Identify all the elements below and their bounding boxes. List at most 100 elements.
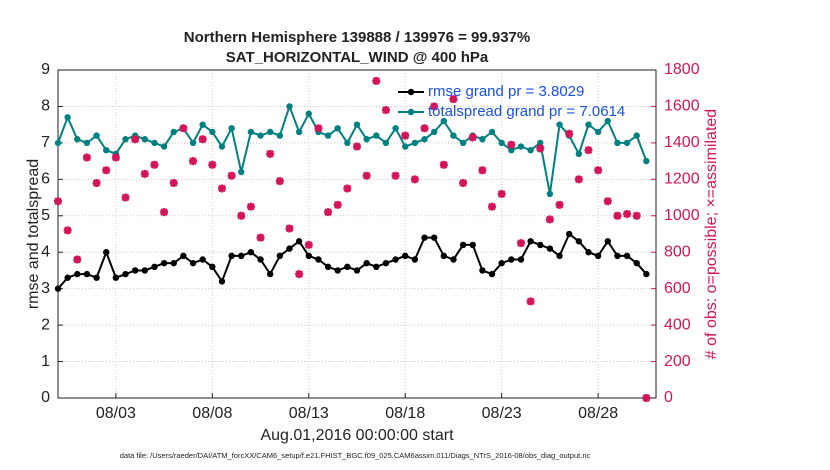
obs-marker xyxy=(285,224,294,233)
point xyxy=(373,263,380,270)
x-tick-label: 08/23 xyxy=(482,405,522,422)
obs-marker xyxy=(82,153,91,162)
point xyxy=(74,136,81,143)
point xyxy=(266,270,274,278)
obs-marker xyxy=(526,297,535,306)
point xyxy=(83,139,91,147)
point xyxy=(209,128,216,136)
obs-marker xyxy=(246,202,255,211)
point xyxy=(575,238,583,245)
obs-marker xyxy=(516,239,525,248)
obs-marker xyxy=(217,184,226,193)
obs-marker xyxy=(594,166,603,175)
y2-tick-label: 1600 xyxy=(664,98,700,115)
point xyxy=(54,139,62,147)
obs-marker xyxy=(459,178,468,187)
obs-marker xyxy=(189,157,198,166)
obs-marker xyxy=(343,184,352,193)
obs-marker xyxy=(410,175,419,184)
obs-marker xyxy=(198,135,207,144)
point xyxy=(295,128,303,136)
obs-marker xyxy=(169,178,178,187)
point xyxy=(324,132,332,139)
y-tick-label: 8 xyxy=(41,98,50,115)
obs-marker xyxy=(565,129,574,138)
point xyxy=(614,252,621,260)
point xyxy=(160,259,168,267)
obs-marker xyxy=(111,153,120,162)
point xyxy=(209,263,216,270)
point xyxy=(479,267,486,274)
obs-marker xyxy=(401,131,410,140)
point xyxy=(64,274,71,281)
point xyxy=(218,278,226,285)
point xyxy=(450,256,457,263)
point xyxy=(353,121,361,128)
legend-marker xyxy=(407,88,415,96)
x-tick-label: 08/28 xyxy=(578,405,618,422)
point xyxy=(74,270,81,278)
point xyxy=(633,259,640,267)
point xyxy=(430,234,438,241)
obs-marker xyxy=(256,233,265,242)
point xyxy=(402,252,409,260)
point xyxy=(498,259,505,267)
point xyxy=(585,249,592,256)
y2-tick-label: 400 xyxy=(664,316,691,333)
point xyxy=(585,121,592,128)
point xyxy=(643,157,650,165)
y-tick-label: 3 xyxy=(41,280,50,297)
point xyxy=(527,146,534,154)
obs-marker xyxy=(324,208,333,217)
obs-marker xyxy=(468,133,477,142)
y-tick-label: 7 xyxy=(41,134,50,151)
point xyxy=(199,256,206,263)
point xyxy=(141,267,149,274)
obs-marker xyxy=(179,124,188,133)
point xyxy=(315,256,322,263)
point xyxy=(546,190,554,198)
point xyxy=(247,249,255,256)
point xyxy=(83,270,91,278)
point xyxy=(228,125,235,132)
obs-marker xyxy=(275,177,284,186)
y-tick-label: 6 xyxy=(41,171,50,188)
obs-marker xyxy=(420,124,429,133)
obs-marker xyxy=(430,102,439,111)
obs-marker xyxy=(362,171,371,180)
obs-marker xyxy=(488,202,497,211)
point xyxy=(565,230,573,238)
point xyxy=(633,132,640,139)
obs-marker xyxy=(266,149,275,158)
point xyxy=(247,128,255,136)
legend-marker xyxy=(407,108,415,116)
point xyxy=(363,136,370,143)
point xyxy=(103,146,110,154)
point xyxy=(151,263,158,270)
y-tick-label: 2 xyxy=(41,316,50,333)
point xyxy=(305,252,312,260)
point xyxy=(238,168,245,176)
y2-tick-label: 1200 xyxy=(664,171,700,188)
chart-subtitle: SAT_HORIZONTAL_WIND @ 400 hPa xyxy=(226,49,489,66)
point xyxy=(537,139,544,147)
obs-marker xyxy=(304,240,313,249)
obs-marker xyxy=(140,169,149,178)
obs-marker xyxy=(333,200,342,209)
footnote: data file: /Users/raeder/DAI/ATM_forcXX/… xyxy=(120,451,591,460)
y2-tick-label: 600 xyxy=(664,280,691,297)
obs-marker xyxy=(314,124,323,133)
obs-marker xyxy=(613,211,622,220)
legend-label: rmse grand pr = 3.8029 xyxy=(428,83,584,100)
point xyxy=(402,143,409,150)
point xyxy=(537,241,544,249)
point xyxy=(93,132,100,139)
obs-marker xyxy=(623,209,632,218)
point xyxy=(556,121,563,128)
point xyxy=(344,139,351,147)
y2-tick-label: 1400 xyxy=(664,134,700,151)
point xyxy=(643,270,650,278)
point xyxy=(421,234,428,241)
obs-marker xyxy=(54,197,62,206)
y2-tick-label: 1800 xyxy=(664,61,700,78)
